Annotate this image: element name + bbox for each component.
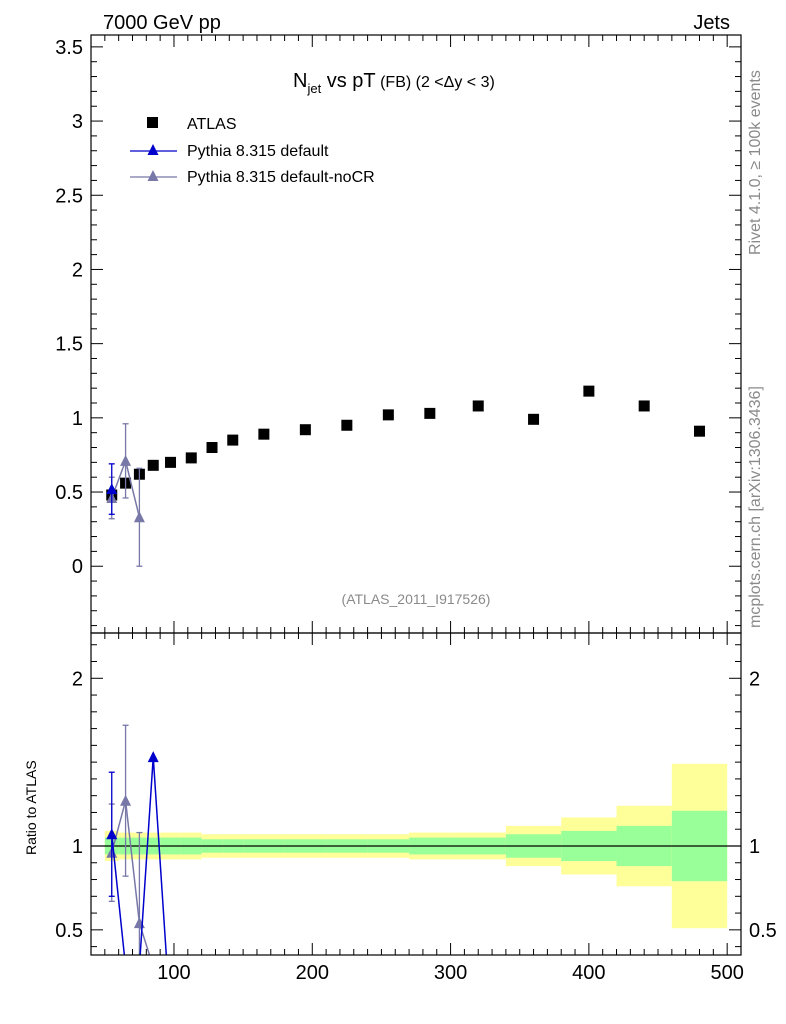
ratio-y-label: Ratio to ATLAS xyxy=(23,760,39,855)
main-panel-axes: 0 0.5 1 1.5 2 2.5 3 3.5 xyxy=(55,35,741,633)
ratio-panel-frame xyxy=(90,632,742,956)
ratio-xtick-label: 500 xyxy=(710,962,743,984)
default-ratio-line xyxy=(110,757,168,955)
atlas-point xyxy=(528,413,540,425)
ratio-panel-axes: 0.5 0.5 1 1 2 2 100 200 300 400 500 xyxy=(55,633,777,984)
ratio-xtick-label: 100 xyxy=(157,962,190,984)
title-n: N xyxy=(293,70,307,92)
legend: ATLAS Pythia 8.315 default Pythia 8.315 … xyxy=(130,116,375,186)
energy-label: 7000 GeV pp xyxy=(103,12,221,34)
nocr-ratio-point xyxy=(120,794,132,806)
atlas-point xyxy=(583,385,595,397)
title-qualifier: (FB) (2 <Δy < 3) xyxy=(376,74,495,91)
atlas-point xyxy=(382,409,394,421)
main-ytick-label: 1.5 xyxy=(55,334,83,356)
atlas-point xyxy=(147,459,159,471)
main-ytick-label: 0 xyxy=(72,556,83,578)
atlas-point xyxy=(258,428,270,440)
category-label: Jets xyxy=(693,12,730,34)
legend-nocr-marker xyxy=(147,170,159,181)
ratio-xtick-label: 200 xyxy=(296,962,329,984)
ratio-xtick-label: 300 xyxy=(434,962,467,984)
ratio-ytick-label: 0.5 xyxy=(55,920,83,942)
legend-atlas-label: ATLAS xyxy=(187,116,237,133)
main-ytick-label: 0.5 xyxy=(55,482,83,504)
chart-title: Njet vs pT (FB) (2 <Δy < 3) xyxy=(293,70,495,96)
title-rest: vs pT xyxy=(321,70,375,92)
atlas-point xyxy=(341,419,353,431)
atlas-point xyxy=(227,434,239,446)
nocr-main-point xyxy=(133,511,145,523)
ratio-ytick-label-right: 1 xyxy=(749,836,760,858)
default-ratio-point xyxy=(106,828,118,840)
default-ratio-point xyxy=(147,751,159,763)
atlas-point xyxy=(206,442,218,454)
main-panel-marks xyxy=(106,385,706,567)
nocr-main-point xyxy=(120,454,132,466)
atlas-point xyxy=(694,425,706,437)
ratio-ytick-label: 1 xyxy=(72,836,83,858)
ratio-ytick-label-right: 2 xyxy=(749,668,760,690)
legend-default-marker xyxy=(147,144,159,155)
rivet-label: Rivet 4.1.0, ≥ 100k events xyxy=(747,70,764,255)
atlas-point xyxy=(424,407,436,419)
default-main-point xyxy=(106,483,118,495)
ratio-ytick-label: 2 xyxy=(72,668,83,690)
legend-atlas-marker xyxy=(147,117,158,128)
title-sub: jet xyxy=(306,81,321,96)
analysis-id: (ATLAS_2011_I917526) xyxy=(342,591,491,607)
atlas-point xyxy=(638,400,650,412)
atlas-point xyxy=(299,424,311,436)
atlas-point xyxy=(472,400,484,412)
main-ytick-label: 2.5 xyxy=(55,185,83,207)
legend-default-label: Pythia 8.315 default xyxy=(187,143,329,160)
atlas-point xyxy=(165,456,177,468)
main-ytick-label: 2 xyxy=(72,259,83,281)
main-ytick-label: 3 xyxy=(72,111,83,133)
main-ytick-label: 3.5 xyxy=(55,37,83,59)
source-label: mcplots.cern.ch [arXiv:1306.3436] xyxy=(747,386,764,628)
ratio-panel-marks xyxy=(106,724,168,955)
ratio-panel-bands xyxy=(91,763,741,929)
main-ytick-label: 1 xyxy=(72,408,83,430)
ratio-ytick-label-right: 0.5 xyxy=(749,920,777,942)
ratio-xtick-label: 400 xyxy=(572,962,605,984)
nocr-ratio-line xyxy=(111,800,151,955)
atlas-point xyxy=(185,452,197,464)
legend-nocr-label: Pythia 8.315 default-noCR xyxy=(187,169,375,186)
